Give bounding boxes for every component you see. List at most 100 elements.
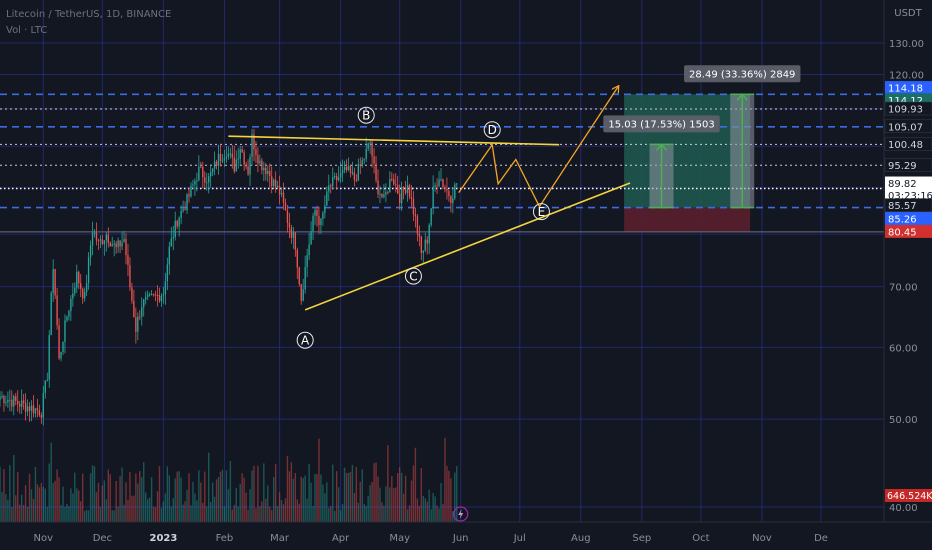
candle-body-116 (227, 153, 230, 157)
volume-bar-57 (111, 510, 113, 522)
volume-bar-81 (158, 466, 161, 522)
volume-bar-119 (233, 505, 235, 522)
candle-body-55 (107, 234, 109, 243)
drawings[interactable]: A B C D E 15.03 (17.53%) 1503 28.49 (33.36%) 2… (228, 65, 801, 522)
candle-body-85 (166, 264, 169, 282)
volume-bar-94 (184, 501, 186, 522)
candle-body-5 (9, 399, 11, 401)
volume-bar-44 (85, 509, 88, 522)
volume-bar-31 (60, 505, 62, 522)
candle-body-63 (123, 239, 125, 243)
candle-body-52 (101, 239, 104, 245)
candle-body-117 (229, 153, 232, 155)
candle-body-86 (168, 246, 171, 265)
volume-bar-12 (22, 505, 25, 522)
volume-indicator-label[interactable]: Vol · LTC (6, 25, 48, 36)
candles (0, 128, 458, 426)
candle-body-151 (296, 249, 298, 268)
volume-bar-214 (420, 468, 423, 522)
candle-body-176 (345, 166, 348, 170)
candle-body-184 (361, 160, 363, 166)
candle-body-227 (446, 189, 448, 191)
candle-body-76 (148, 294, 151, 296)
time-axis-bg (0, 522, 932, 550)
volume-bar-231 (454, 472, 456, 522)
volume-bar-60 (117, 506, 119, 522)
price-tick-5: 40.00 (889, 503, 918, 514)
candle-body-105 (206, 182, 208, 184)
volume-bar-118 (231, 509, 234, 522)
price-label-bg-6 (885, 176, 932, 190)
time-tick-8: Jul (513, 533, 526, 544)
candle-body-157 (308, 244, 310, 256)
candle-body-111 (217, 153, 220, 166)
measure-label-0: 15.03 (17.53%) 1503 (608, 119, 714, 130)
volume-bar-38 (74, 472, 76, 522)
volume-bar-84 (164, 493, 167, 522)
candle-body-92 (180, 210, 182, 218)
candle-body-147 (288, 222, 291, 228)
volume-bar-101 (198, 470, 200, 522)
candle-body-49 (95, 232, 98, 241)
candle-body-97 (190, 185, 192, 197)
volume-bar-1 (1, 491, 3, 522)
volume-bar-25 (48, 463, 50, 522)
time-tick-1: Dec (93, 533, 112, 544)
volume-bar-144 (282, 504, 285, 522)
candle-body-188 (369, 142, 371, 144)
volume-bar-192 (377, 476, 379, 522)
volume-bar-123 (241, 473, 243, 522)
candle-body-12 (22, 400, 25, 403)
candle-body-9 (17, 400, 19, 405)
volume-bar-197 (387, 445, 389, 522)
volume-bar-166 (326, 482, 328, 522)
candle-body-161 (316, 209, 318, 216)
candle-body-135 (265, 167, 267, 175)
volume-bar-4 (7, 499, 9, 522)
volume-bar-9 (17, 472, 19, 522)
trendline-0 (228, 135, 560, 146)
candle-body-197 (387, 192, 389, 194)
candle-body-23 (44, 380, 46, 393)
candle-body-32 (62, 341, 64, 352)
candle-body-216 (424, 239, 426, 251)
candle-body-199 (391, 178, 393, 180)
candle-body-187 (367, 143, 369, 149)
volume-bar-97 (190, 505, 192, 522)
candle-body-123 (241, 149, 243, 153)
volume-bar-156 (306, 498, 308, 522)
candle-body-91 (178, 217, 180, 227)
volume-bar-18 (34, 467, 37, 522)
volume-bar-137 (269, 506, 271, 522)
volume-bar-171 (335, 471, 338, 522)
candle-body-192 (377, 180, 379, 195)
candle-body-37 (72, 293, 74, 299)
candle-body-173 (339, 172, 342, 178)
volume-bar-29 (56, 469, 58, 522)
candle-body-208 (408, 184, 411, 197)
volume-bar-114 (223, 506, 226, 522)
volume-bar-150 (294, 473, 297, 522)
candle-body-42 (82, 288, 84, 299)
volume-bar-141 (276, 506, 279, 522)
volume-bar-180 (353, 493, 356, 522)
volume-bar-74 (145, 492, 147, 522)
candle-body-96 (188, 194, 190, 197)
candle-body-58 (113, 243, 115, 245)
volume-bar-27 (52, 482, 54, 522)
candle-body-130 (255, 149, 257, 156)
time-tick-5: Apr (332, 533, 350, 544)
candle-body-2 (3, 396, 5, 404)
candle-body-138 (271, 176, 273, 187)
volume-bar-117 (229, 460, 232, 522)
candle-body-17 (32, 405, 35, 414)
volume-bar-146 (286, 455, 289, 522)
candle-body-38 (74, 287, 76, 294)
volume-bar-47 (91, 465, 94, 522)
time-tick-7: Jun (452, 533, 469, 544)
candle-body-65 (127, 255, 129, 266)
candle-body-64 (125, 239, 127, 256)
candle-body-167 (328, 185, 330, 192)
symbol-title[interactable]: Litecoin / TetherUS, 1D, BINANCE (6, 9, 172, 20)
